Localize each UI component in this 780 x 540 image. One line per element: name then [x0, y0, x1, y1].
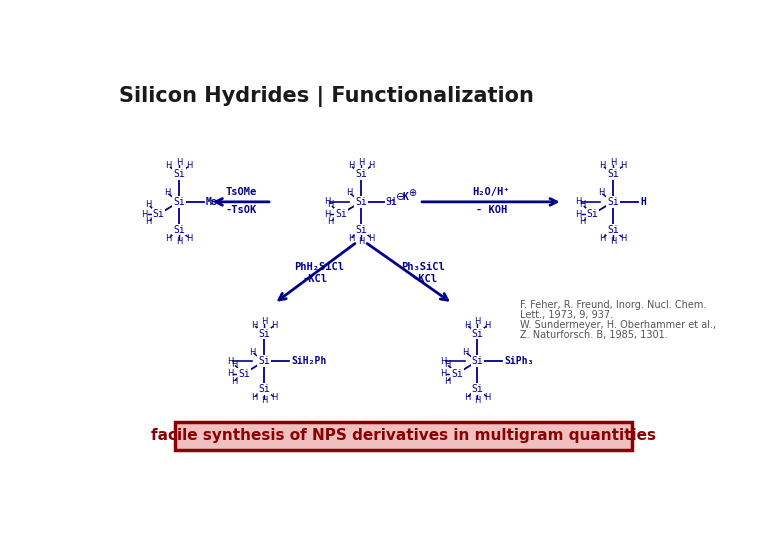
Text: H: H — [598, 188, 604, 197]
Text: Si: Si — [451, 369, 463, 379]
Text: H: H — [576, 197, 582, 206]
Text: H: H — [271, 321, 278, 329]
Text: Si: Si — [335, 209, 347, 219]
Text: H: H — [186, 161, 192, 170]
Text: H: H — [640, 197, 646, 207]
Text: H: H — [328, 218, 334, 226]
Text: H: H — [580, 218, 586, 226]
Text: H: H — [231, 360, 237, 369]
Text: H: H — [348, 233, 354, 242]
Text: -KCl: -KCl — [302, 274, 327, 284]
Text: H: H — [251, 393, 257, 402]
Text: H: H — [227, 369, 233, 378]
Text: H: H — [620, 233, 626, 242]
Text: H: H — [165, 161, 172, 170]
Text: H: H — [388, 197, 395, 206]
Text: PhH₂SiCl: PhH₂SiCl — [294, 261, 344, 272]
Text: H: H — [620, 161, 626, 170]
Text: H: H — [464, 393, 470, 402]
Text: facile synthesis of NPS derivatives in multigram quantities: facile synthesis of NPS derivatives in m… — [151, 428, 656, 443]
Text: -KCl: -KCl — [413, 274, 438, 284]
Text: Si: Si — [471, 328, 483, 339]
Text: H: H — [328, 200, 334, 210]
Text: Si: Si — [258, 356, 270, 366]
Text: H: H — [164, 188, 171, 197]
Text: ⊖: ⊖ — [396, 192, 406, 202]
Text: H: H — [348, 161, 354, 170]
Text: H: H — [261, 318, 268, 327]
Text: H: H — [440, 357, 446, 366]
Text: W. Sundermeyer, H. Oberhammer et al.,: W. Sundermeyer, H. Oberhammer et al., — [520, 320, 716, 329]
Text: H: H — [186, 233, 192, 242]
Text: H: H — [346, 188, 353, 197]
Text: H: H — [271, 393, 278, 402]
Text: Si: Si — [355, 197, 367, 207]
Text: H: H — [261, 396, 268, 405]
Text: Si: Si — [173, 169, 185, 179]
Text: SiPh₃: SiPh₃ — [505, 356, 534, 366]
Text: Si: Si — [355, 225, 367, 234]
Text: H: H — [324, 210, 330, 219]
Text: H: H — [358, 158, 364, 167]
Text: H: H — [324, 197, 330, 206]
Text: K: K — [402, 192, 409, 202]
Text: H: H — [358, 237, 364, 246]
Text: H: H — [474, 396, 480, 405]
Text: TsOMe: TsOMe — [225, 187, 257, 197]
Text: H: H — [444, 377, 450, 386]
Text: H: H — [484, 393, 491, 402]
Text: H: H — [600, 233, 606, 242]
Text: Lett., 1973, 9, 937.: Lett., 1973, 9, 937. — [520, 309, 613, 320]
Text: H: H — [610, 237, 616, 246]
Text: H: H — [145, 218, 152, 226]
Text: H: H — [250, 348, 256, 356]
Text: SiH₂Ph: SiH₂Ph — [291, 356, 327, 366]
Text: H: H — [440, 369, 446, 378]
Text: H: H — [145, 200, 152, 210]
Text: Z. Naturforsch. B, 1985, 1301.: Z. Naturforsch. B, 1985, 1301. — [520, 330, 668, 340]
Text: H: H — [176, 158, 182, 167]
Text: Si: Si — [471, 384, 483, 394]
Text: Silicon Hydrides | Functionalization: Silicon Hydrides | Functionalization — [119, 86, 534, 107]
Text: H: H — [165, 233, 172, 242]
Text: Me: Me — [206, 197, 218, 207]
Text: H: H — [474, 318, 480, 327]
Text: Si: Si — [173, 225, 185, 234]
Text: H: H — [368, 233, 374, 242]
Text: H: H — [610, 158, 616, 167]
Text: H: H — [576, 210, 582, 219]
Text: ⊕: ⊕ — [408, 188, 417, 198]
Text: Si: Si — [153, 209, 165, 219]
Text: F. Feher, R. Freund, Inorg. Nucl. Chem.: F. Feher, R. Freund, Inorg. Nucl. Chem. — [520, 300, 706, 309]
Text: Si: Si — [607, 197, 619, 207]
Text: Ph₃SiCl: Ph₃SiCl — [401, 261, 445, 272]
Text: H: H — [231, 377, 237, 386]
Text: Si: Si — [258, 384, 270, 394]
Text: H: H — [484, 321, 491, 329]
Text: H: H — [580, 200, 586, 210]
Text: Si: Si — [607, 225, 619, 234]
Text: Si: Si — [173, 197, 185, 207]
Text: Si: Si — [386, 197, 398, 207]
Text: H: H — [463, 348, 469, 356]
Text: H: H — [368, 161, 374, 170]
Text: -TsOK: -TsOK — [225, 205, 257, 215]
Text: Si: Si — [258, 328, 270, 339]
Text: Si: Si — [238, 369, 250, 379]
Text: H₂O/H⁺: H₂O/H⁺ — [473, 187, 510, 197]
Text: Si: Si — [471, 356, 483, 366]
Text: H: H — [142, 210, 148, 219]
Text: H: H — [444, 360, 450, 369]
Text: - KOH: - KOH — [476, 205, 507, 215]
Text: Si: Si — [587, 209, 598, 219]
Text: Si: Si — [607, 169, 619, 179]
Text: H: H — [464, 321, 470, 329]
Text: Si: Si — [355, 169, 367, 179]
Text: H: H — [600, 161, 606, 170]
FancyBboxPatch shape — [175, 422, 633, 450]
Text: H: H — [227, 357, 233, 366]
Text: H: H — [251, 321, 257, 329]
Text: H: H — [176, 237, 182, 246]
